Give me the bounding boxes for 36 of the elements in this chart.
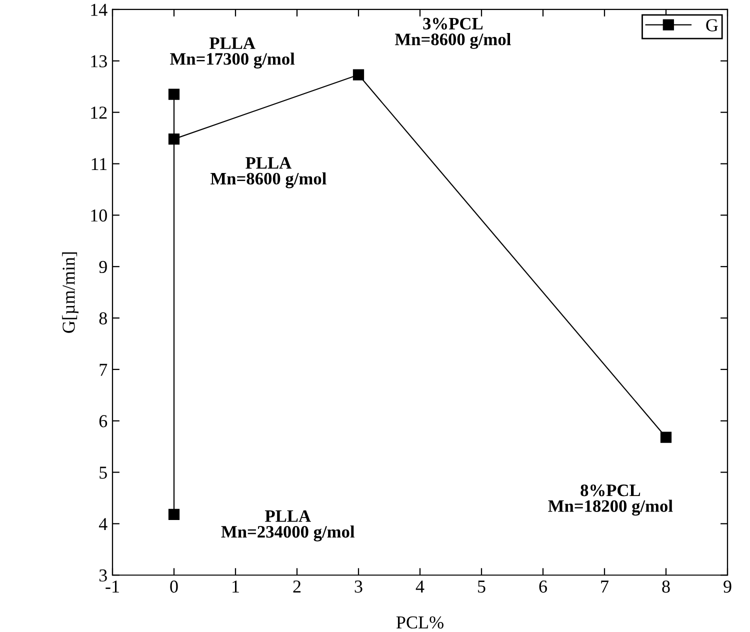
y-tick-label: 13 bbox=[91, 55, 107, 68]
x-axis-title: PCL% bbox=[396, 616, 444, 629]
x-tick-label: 9 bbox=[724, 580, 732, 593]
point bbox=[168, 134, 180, 145]
y-axis-title: G[µm/min] bbox=[62, 252, 78, 333]
point bbox=[168, 88, 180, 100]
x-tick-label: 5 bbox=[478, 580, 486, 593]
annotation: PLLA Mn=234000 g/mol bbox=[221, 510, 355, 542]
y-tick-label: 7 bbox=[100, 364, 108, 376]
x-tick-label: 4 bbox=[416, 580, 424, 593]
y-tick-label: 10 bbox=[91, 209, 107, 222]
y-tick-label: 11 bbox=[92, 158, 107, 170]
point bbox=[660, 432, 672, 443]
legend-label: G bbox=[706, 19, 718, 32]
x-tick-label: 2 bbox=[293, 580, 301, 593]
annotation: PLLA Mn=17300 g/mol bbox=[170, 37, 295, 68]
y-tick-label: 8 bbox=[99, 312, 107, 324]
y-tick-label: 6 bbox=[99, 415, 108, 428]
annotation: PLLA Mn=8600 g/mol bbox=[210, 157, 326, 188]
y-tick-label: 4 bbox=[98, 518, 108, 530]
y-tick-label: 9 bbox=[99, 260, 107, 274]
y-tick-label: 12 bbox=[91, 106, 107, 119]
annotation: 3%PCL Mn=8600 g/mol bbox=[395, 18, 511, 49]
x-tick-label: 0 bbox=[170, 580, 178, 593]
point bbox=[168, 508, 180, 520]
x-tick-label: 7 bbox=[601, 580, 608, 593]
x-tick-label: 1 bbox=[232, 580, 239, 593]
x-tick-label: 8 bbox=[662, 580, 670, 593]
y-tick-label: 14 bbox=[91, 4, 108, 16]
point bbox=[352, 69, 364, 80]
x-tick-label: 3 bbox=[354, 580, 362, 593]
y-tick-label: 3 bbox=[99, 569, 107, 582]
x-tick-label: -1 bbox=[106, 580, 119, 593]
x-tick-label: 6 bbox=[539, 580, 547, 593]
annotation: 8%PCL Mn=18200 g/mol bbox=[548, 484, 673, 516]
y-tick-label: 5 bbox=[100, 466, 107, 479]
